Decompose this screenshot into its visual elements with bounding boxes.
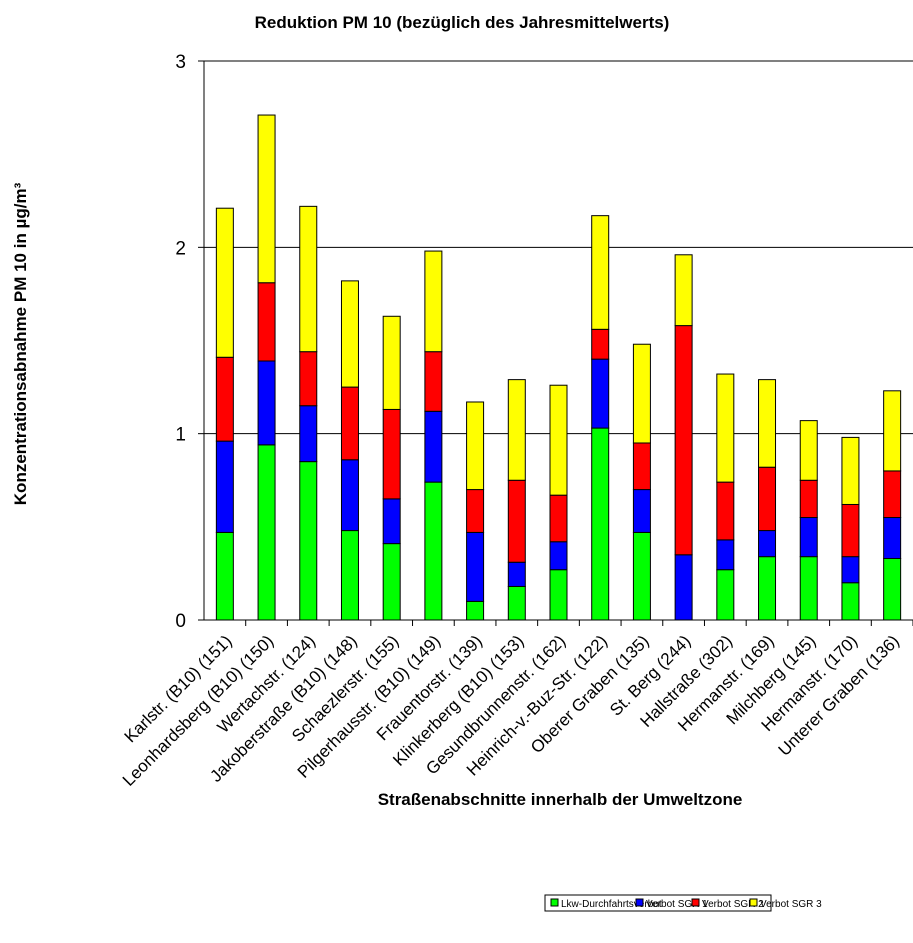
x-axis-title: Straßenabschnitte innerhalb der Umweltzo…	[378, 790, 743, 809]
bar-segment	[841, 582, 860, 621]
legend-label: Verbot SGR 2	[702, 899, 764, 910]
bar-segment	[841, 556, 860, 584]
legend-label: Verbot SGR 1	[646, 899, 708, 910]
bar-segment	[507, 585, 526, 621]
bar-segment	[466, 531, 485, 602]
bar-segment	[466, 489, 485, 533]
bar-segment	[299, 205, 318, 353]
bar-segment	[257, 114, 276, 284]
bar-segment	[215, 356, 234, 442]
bar-segment	[382, 408, 401, 500]
legend-swatch	[635, 898, 644, 907]
bar-segment	[883, 470, 902, 519]
bar-segment	[424, 481, 443, 621]
bar-segment	[841, 436, 860, 505]
bar-segment	[549, 569, 568, 621]
bar-segment	[215, 531, 234, 621]
bar-segment	[340, 386, 359, 461]
bar-segment	[340, 280, 359, 388]
bar-segment	[799, 420, 818, 481]
bar-segment	[507, 561, 526, 587]
legend-swatch	[550, 898, 559, 907]
legend-label: Lkw-Durchfahrtsverbot	[561, 899, 662, 910]
bar-segment	[674, 554, 693, 621]
bar-segment	[841, 503, 860, 558]
y-tick-label: 0	[175, 611, 186, 632]
y-axis-title: Konzentrationsabnahme PM 10 in µg/m³	[11, 182, 30, 505]
bar-segment	[549, 384, 568, 496]
legend-swatch	[691, 898, 700, 907]
bar-segment	[591, 427, 610, 621]
bar-segment	[340, 459, 359, 532]
bar-segment	[507, 479, 526, 563]
bar-segment	[674, 254, 693, 327]
bar-segment	[632, 489, 651, 533]
bar-segment	[799, 556, 818, 621]
bar-segment	[674, 325, 693, 556]
bar-segment	[340, 530, 359, 621]
bar-segment	[507, 379, 526, 481]
bar-segment	[758, 530, 777, 558]
bar-segment	[424, 250, 443, 353]
bar-segment	[257, 444, 276, 621]
bar-segment	[591, 215, 610, 330]
bar-segment	[299, 461, 318, 621]
bar-segment	[716, 373, 735, 483]
bar-segment	[883, 558, 902, 621]
bar-segment	[549, 541, 568, 571]
bar-segment	[466, 401, 485, 491]
bar-segment	[382, 315, 401, 410]
bar-segment	[632, 531, 651, 621]
bar-segment	[424, 351, 443, 412]
bar-segment	[883, 517, 902, 560]
bar-segment	[591, 328, 610, 360]
y-tick-label: 2	[175, 238, 186, 259]
bar-segment	[382, 543, 401, 621]
bar-segment	[549, 494, 568, 543]
y-tick-label: 3	[175, 52, 186, 73]
bar-segment	[299, 405, 318, 463]
bar-segment	[299, 351, 318, 407]
chart-title: Reduktion PM 10 (bezüglich des Jahresmit…	[255, 13, 670, 32]
bar-segment	[716, 481, 735, 541]
bar-segment	[382, 498, 401, 545]
bar-segment	[758, 379, 777, 468]
y-tick-label: 1	[175, 425, 186, 446]
bar-segment	[799, 479, 818, 519]
bar-segment	[716, 569, 735, 621]
bar-segment	[591, 358, 610, 429]
legend-label: Verbot SGR 3	[760, 899, 822, 910]
bar-segment	[632, 442, 651, 491]
bar-segment	[215, 207, 234, 358]
bar-segment	[466, 600, 485, 621]
bar-segment	[257, 360, 276, 446]
legend-box	[544, 894, 772, 912]
bar-segment	[424, 410, 443, 483]
bar-segment	[758, 466, 777, 532]
legend-swatch	[749, 898, 758, 907]
bar-segment	[257, 282, 276, 362]
bar-segment	[632, 343, 651, 444]
bar-segment	[883, 390, 902, 472]
bar-segment	[799, 517, 818, 558]
bar-segment	[716, 539, 735, 571]
bar-segment	[758, 556, 777, 621]
bar-segment	[215, 440, 234, 533]
